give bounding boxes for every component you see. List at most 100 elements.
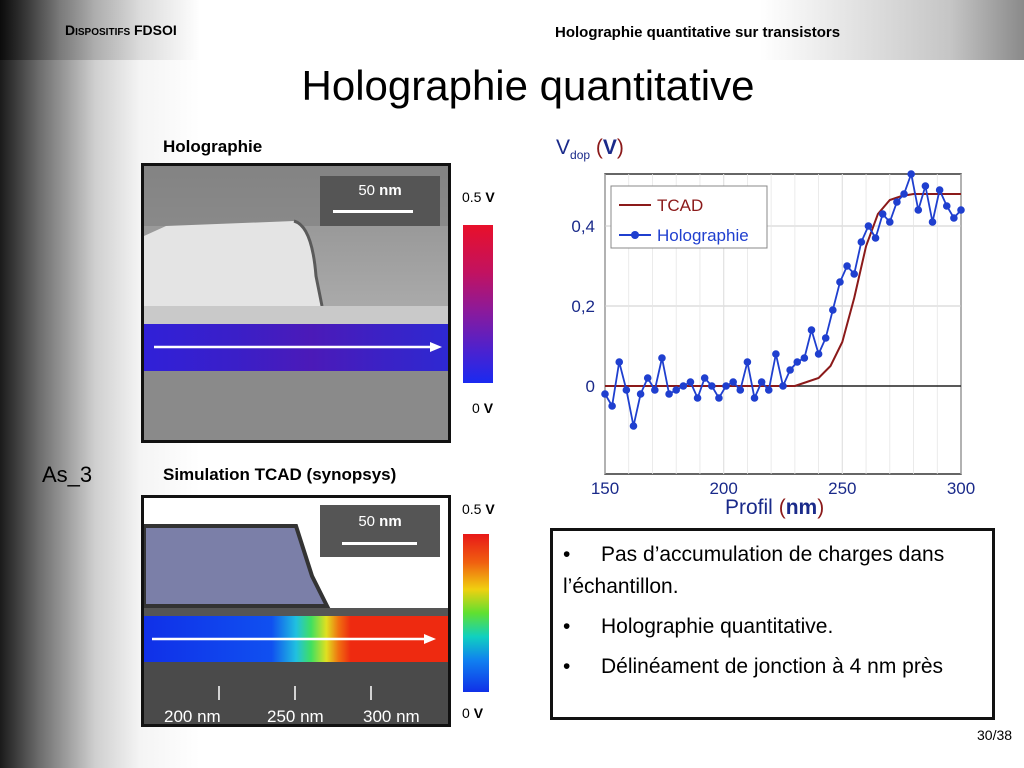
y-tick-label: 0,2 bbox=[571, 297, 595, 316]
holography-image: 50 nm bbox=[141, 163, 451, 443]
holography-point bbox=[629, 422, 638, 430]
voltage-profile-chart: 150 200 250 300 0 0,2 0,4 TCAD Holographie bbox=[571, 170, 975, 498]
tcad-scalebar: 50 nm bbox=[320, 505, 440, 557]
legend-label: Holographie bbox=[657, 226, 749, 245]
holography-point bbox=[864, 222, 873, 230]
tcad-map bbox=[144, 498, 448, 724]
holography-point bbox=[942, 202, 951, 210]
ylabel-main: V bbox=[556, 136, 571, 159]
holography-point bbox=[750, 394, 759, 402]
holography-point bbox=[651, 386, 659, 394]
holography-point bbox=[843, 262, 851, 270]
holography-title: Holographie bbox=[163, 137, 263, 156]
legend-marker bbox=[631, 231, 639, 239]
holography-point bbox=[914, 206, 923, 214]
x-tick-label: 250 bbox=[828, 479, 856, 498]
holography-point bbox=[608, 402, 616, 410]
holography-point bbox=[757, 378, 766, 386]
page-number: 30/38 bbox=[977, 727, 1012, 743]
holography-point bbox=[779, 382, 787, 390]
x-tick-label: 150 bbox=[591, 479, 619, 498]
tcad-image: 50 nm 200 nm 250 nm 300 nm bbox=[141, 495, 451, 727]
tcad-scale-line bbox=[342, 542, 417, 545]
tcad-cbar-max-value: 0.5 bbox=[462, 501, 482, 517]
xlabel-main: Profil bbox=[725, 496, 773, 519]
holography-point bbox=[686, 378, 695, 386]
holo-cbar-max: 0.5 V bbox=[462, 189, 495, 205]
holography-point bbox=[857, 238, 866, 246]
holo-cbar-min-unit: V bbox=[483, 400, 494, 416]
y-tick-label: 0,4 bbox=[571, 217, 595, 236]
tcad-colorbar bbox=[463, 534, 489, 692]
scale-unit: nm bbox=[379, 182, 402, 199]
ylabel-unit: V bbox=[602, 136, 617, 159]
holography-point bbox=[886, 218, 894, 226]
legend-label: TCAD bbox=[657, 196, 703, 215]
tcad-tick-300: 300 nm bbox=[363, 707, 420, 726]
tcad-cbar-min-unit: V bbox=[473, 705, 484, 721]
holography-colorbar bbox=[463, 225, 493, 383]
chart-ylabel: Vdop (V) bbox=[556, 136, 624, 163]
holography-point bbox=[786, 366, 794, 374]
tcad-tick-250: 250 nm bbox=[267, 707, 324, 726]
header-band bbox=[0, 0, 1024, 60]
holography-point bbox=[679, 382, 688, 390]
holography-point bbox=[950, 214, 958, 222]
holography-point bbox=[935, 186, 944, 194]
chart-xlabel: Profil (nm) bbox=[725, 496, 825, 519]
y-tick-label: 0 bbox=[586, 377, 595, 396]
holography-point bbox=[850, 270, 858, 278]
page-total: /38 bbox=[992, 727, 1013, 743]
tcad-tick-200: 200 nm bbox=[164, 707, 221, 726]
sample-label: As_3 bbox=[42, 462, 93, 487]
xlabel-unit: nm bbox=[785, 496, 818, 519]
holography-point bbox=[836, 278, 844, 286]
holography-point bbox=[821, 334, 830, 342]
note-text: Pas d’accumulation de charges dans l’éch… bbox=[563, 543, 945, 598]
tcad-scale-unit: nm bbox=[379, 513, 402, 530]
holography-point bbox=[622, 386, 631, 394]
holography-point bbox=[658, 354, 666, 362]
note-item: • Holographie quantitative. bbox=[563, 615, 834, 638]
holography-point bbox=[722, 382, 730, 390]
holography-point bbox=[665, 390, 673, 398]
tcad-cbar-max: 0.5 V bbox=[462, 501, 495, 517]
holography-point bbox=[871, 234, 880, 242]
holography-point bbox=[957, 206, 965, 214]
holography-point bbox=[693, 394, 702, 402]
x-tick-label: 200 bbox=[709, 479, 737, 498]
holography-point bbox=[793, 358, 802, 366]
notes-box: • Pas d’accumulation de charges dans l’éc… bbox=[550, 528, 995, 720]
holography-point bbox=[601, 390, 609, 398]
holography-point bbox=[643, 374, 652, 382]
holo-cbar-min: 0 V bbox=[472, 400, 493, 416]
holography-point bbox=[921, 182, 930, 190]
holography-point bbox=[800, 354, 809, 362]
holography-point bbox=[814, 350, 823, 358]
slide-title: Holographie quantitative bbox=[301, 62, 755, 109]
scale-value: 50 bbox=[358, 182, 375, 199]
tcad-title: Simulation TCAD (synopsys) bbox=[163, 465, 397, 484]
note-text: Holographie quantitative. bbox=[601, 615, 834, 638]
section-header: Dispositifs FDSOI bbox=[65, 22, 177, 38]
holography-point bbox=[708, 382, 716, 390]
note-item: • Délinéament de jonction à 4 nm près bbox=[563, 655, 944, 678]
page-current: 30 bbox=[977, 727, 993, 743]
holography-point bbox=[672, 386, 680, 394]
holography-point bbox=[743, 358, 752, 366]
tcad-scale-value: 50 bbox=[358, 513, 375, 530]
holography-point bbox=[893, 198, 901, 206]
ylabel-sub: dop bbox=[570, 148, 591, 163]
holography-point bbox=[736, 386, 745, 394]
holography-point bbox=[715, 394, 723, 402]
holography-point bbox=[928, 218, 937, 226]
topic-header: Holographie quantitative sur transistors bbox=[555, 24, 841, 41]
holography-point bbox=[700, 374, 709, 382]
scale-line bbox=[333, 210, 413, 213]
tcad-cbar-max-unit: V bbox=[485, 501, 495, 517]
holography-point bbox=[878, 210, 887, 218]
tcad-cbar-min-value: 0 bbox=[462, 705, 470, 721]
x-tick-label: 300 bbox=[947, 479, 975, 498]
tcad-line bbox=[605, 193, 961, 387]
holography-point bbox=[764, 386, 773, 394]
